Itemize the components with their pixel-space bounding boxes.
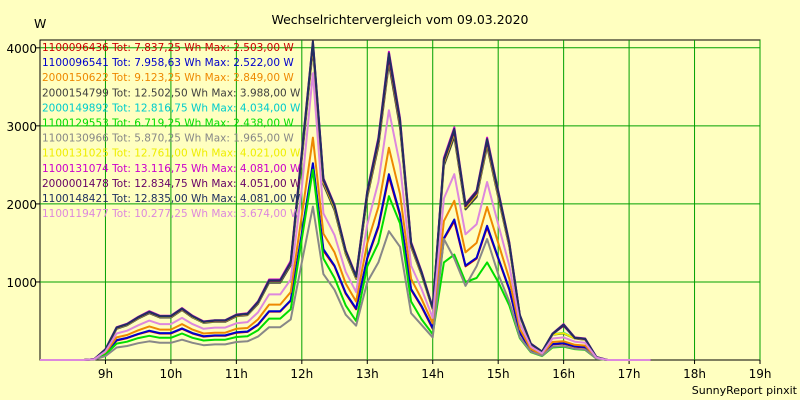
y-tick-label: 3000	[6, 120, 37, 134]
legend-entry: 2000149892 Tot: 12.816,75 Wh Max: 4.034,…	[42, 102, 301, 114]
y-tick-label: 4000	[6, 42, 37, 56]
series-line-3	[40, 136, 651, 361]
x-tick-label: 10h	[159, 367, 182, 381]
x-tick-label: 18h	[683, 367, 706, 381]
legend-entry: 1100096541 Tot: 7.958,63 Wh Max: 2.522,0…	[42, 57, 294, 69]
legend-entry: 1100129553 Tot: 6.719,25 Wh Max: 2.438,0…	[42, 118, 294, 130]
legend: 1100096436 Tot: 7.837,25 Wh Max: 2.503,0…	[42, 42, 301, 220]
legend-entry: 1100131025 Tot: 12.761,00 Wh Max: 4.021,…	[42, 148, 301, 160]
series-line-11	[40, 40, 651, 361]
legend-entry: 2000150622 Tot: 9.123,25 Wh Max: 2.849,0…	[42, 72, 294, 84]
legend-entry: 1100130966 Tot: 5.870,25 Wh Max: 1.965,0…	[42, 133, 294, 145]
axis-ticks: 9h 10h 11h 12h 13h 14h 15h 16h 17h 18h 19h 1000 2000…	[6, 42, 771, 381]
x-tick-label: 9h	[98, 367, 113, 381]
legend-entry: 2000154799 Tot: 12.502,50 Wh Max: 3.988,…	[42, 87, 301, 99]
y-tick-label: 1000	[6, 276, 37, 290]
x-tick-label: 19h	[749, 367, 772, 381]
legend-entry: 1100148421 Tot: 12.835,00 Wh Max: 4.081,…	[42, 193, 301, 205]
legend-entry: 2000001478 Tot: 12.834,75 Wh Max: 4.051,…	[42, 178, 301, 190]
y-tick-label: 2000	[6, 198, 37, 212]
x-tick-label: 16h	[552, 367, 575, 381]
legend-entry: 1100096436 Tot: 7.837,25 Wh Max: 2.503,0…	[42, 42, 294, 54]
x-tick-label: 12h	[290, 367, 313, 381]
footer-label: SunnyReport pinxit	[692, 384, 798, 397]
legend-entry: 1100131074 Tot: 13.116,75 Wh Max: 4.081,…	[42, 163, 301, 175]
x-tick-label: 13h	[356, 367, 379, 381]
y-axis-unit: W	[34, 16, 46, 31]
series-line-7	[40, 205, 651, 361]
x-tick-label: 17h	[618, 367, 641, 381]
legend-entry: 1100119477 Tot: 10.277,25 Wh Max: 3.674,…	[42, 208, 301, 220]
series-lines	[40, 40, 651, 361]
x-tick-label: 14h	[421, 367, 444, 381]
x-tick-label: 11h	[225, 367, 248, 381]
chart-title: Wechselrichtervergleich vom 09.03.2020	[271, 12, 528, 27]
x-tick-label: 15h	[487, 367, 510, 381]
series-line-12	[40, 72, 651, 361]
